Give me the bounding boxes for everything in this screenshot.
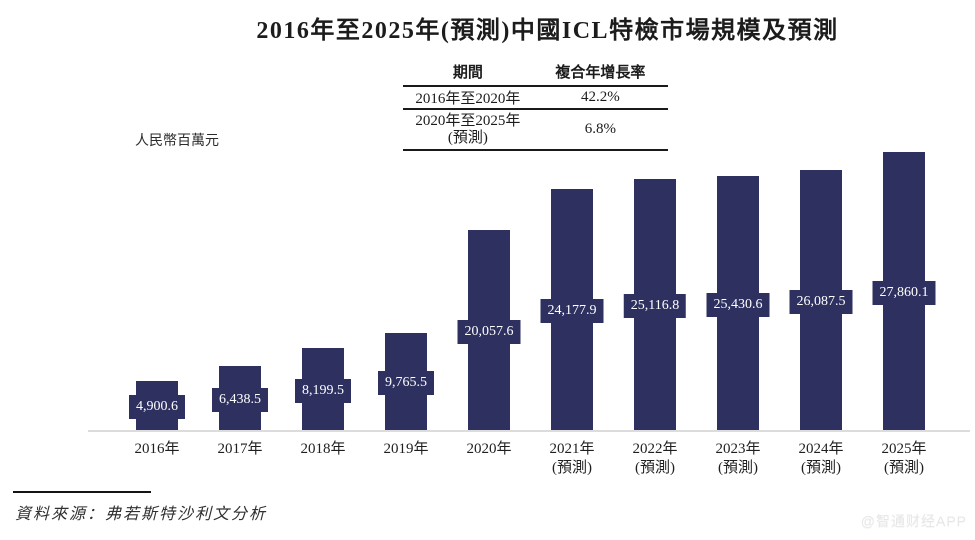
bar-value-label: 25,116.8 xyxy=(623,294,687,318)
x-axis-tick-label: 2025年 xyxy=(881,441,927,457)
bar-value-label: 6,438.5 xyxy=(212,388,268,412)
cagr-period-1: 2016年至2020年 xyxy=(415,91,521,107)
bar-value-label: 26,087.5 xyxy=(789,290,853,314)
cagr-value-2: 6.8% xyxy=(584,121,617,137)
x-axis-tick-forecast-label: (預測) xyxy=(718,460,758,476)
x-axis-tick-forecast-label: (預測) xyxy=(884,460,924,476)
x-axis-tick-label: 2024年 xyxy=(798,441,844,457)
chart-title: 2016年至2025年(預測)中國ICL特檢市場規模及預測 xyxy=(256,18,839,44)
bar-value-label: 25,430.6 xyxy=(706,293,770,317)
x-axis-tick-label: 2019年 xyxy=(383,441,429,457)
bar-value-label: 4,900.6 xyxy=(129,395,185,419)
cagr-header-rate: 複合年增長率 xyxy=(555,65,646,81)
source-divider-line xyxy=(13,491,151,493)
cagr-table: 期間 複合年增長率 2016年至2020年 42.2% 2020年至2025年 … xyxy=(403,58,668,151)
x-axis-tick-label: 2020年 xyxy=(466,441,512,457)
cagr-period-2-line1: 2020年至2025年 xyxy=(415,112,521,129)
watermark: @智通财经APP xyxy=(860,513,967,529)
table-rule-bottom xyxy=(403,149,668,151)
x-axis-tick-forecast-label: (預測) xyxy=(635,460,675,476)
cagr-period-2: 2020年至2025年 (預測) xyxy=(403,113,533,147)
bar-value-label: 8,199.5 xyxy=(295,379,351,403)
x-axis-tick-forecast-label: (預測) xyxy=(552,460,592,476)
bar-value-label: 9,765.5 xyxy=(378,371,434,395)
cagr-period-2-line2: (預測) xyxy=(447,129,488,146)
bar-value-label: 20,057.6 xyxy=(457,320,521,344)
bar-value-label: 24,177.9 xyxy=(540,299,604,323)
table-rule-top xyxy=(403,85,668,87)
table-row: 2020年至2025年 (預測) 6.8% xyxy=(403,110,668,149)
x-axis-tick-label: 2016年 xyxy=(134,441,180,457)
x-axis-tick-label: 2021年 xyxy=(549,441,595,457)
source-note: 資料來源：弗若斯特沙利文分析 xyxy=(15,506,268,523)
x-axis-line xyxy=(88,430,970,432)
cagr-header-period: 期間 xyxy=(452,65,483,81)
x-axis-tick-label: 2022年 xyxy=(632,441,678,457)
x-axis-tick-label: 2017年 xyxy=(217,441,263,457)
cagr-table-header: 期間 複合年增長率 xyxy=(403,58,668,85)
y-axis-unit-label: 人民幣百萬元 xyxy=(135,134,219,149)
table-rule-mid xyxy=(403,108,668,110)
bar-value-label: 27,860.1 xyxy=(872,281,936,305)
x-axis-tick-forecast-label: (預測) xyxy=(801,460,841,476)
x-axis-tick-label: 2018年 xyxy=(300,441,346,457)
table-row: 2016年至2020年 42.2% xyxy=(403,87,668,108)
cagr-value-1: 42.2% xyxy=(581,89,620,105)
x-axis-tick-label: 2023年 xyxy=(715,441,761,457)
